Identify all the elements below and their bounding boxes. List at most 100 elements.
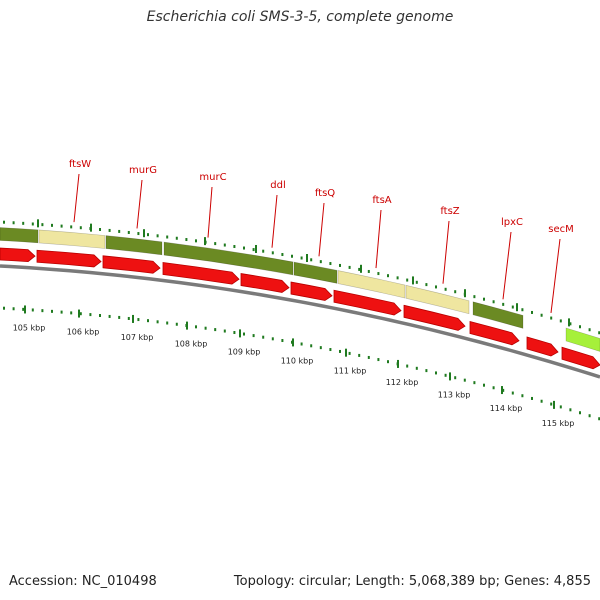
top-tick-dot	[175, 236, 178, 240]
cds-arrow	[36, 249, 102, 268]
top-tick-dot	[358, 267, 361, 271]
scale-tick-dot	[550, 402, 553, 406]
scale-tick-dot	[99, 314, 101, 317]
scale-tick-dot	[473, 381, 476, 385]
scale-tick-dot	[147, 319, 149, 323]
top-tick-major	[143, 229, 145, 238]
feature-band-segment	[105, 235, 163, 256]
top-tick-dot	[147, 233, 149, 237]
top-tick-dot	[233, 245, 236, 249]
top-tick-dot	[473, 295, 476, 299]
top-tick-dot	[252, 248, 255, 252]
scale-tick-dot	[204, 326, 207, 330]
top-tick-major	[412, 276, 414, 285]
top-tick-dot	[79, 226, 82, 230]
scale-tick-dot	[3, 306, 5, 310]
scale-tick-dot	[348, 351, 351, 355]
feature-band-segment	[472, 301, 524, 329]
top-tick-dot	[387, 274, 389, 278]
scale-tick-dot	[367, 355, 370, 359]
scale-tick-dot	[415, 366, 418, 370]
cds-arrow	[403, 304, 466, 331]
scale-label: 106 kbp	[67, 328, 100, 337]
gene-label-ftsW: ftsW	[69, 159, 91, 170]
top-tick-dot	[588, 328, 591, 332]
top-tick-major	[306, 254, 308, 263]
scale-tick-dot	[223, 329, 226, 333]
scale-tick-dot	[598, 417, 600, 421]
top-tick-dot	[454, 290, 457, 294]
top-tick-dot	[41, 223, 44, 227]
gene-leader-line	[271, 194, 278, 248]
top-tick-dot	[559, 319, 562, 323]
scale-tick-dot	[166, 321, 169, 325]
scale-label: 110 kbp	[281, 356, 314, 365]
top-tick-dot	[166, 235, 169, 239]
scale-tick-dot	[175, 322, 178, 326]
top-tick-dot	[425, 283, 428, 287]
accession-text: Accession: NC_010498	[9, 574, 157, 589]
scale-tick-dot	[118, 315, 121, 319]
scale-tick-dot	[79, 312, 82, 316]
top-tick-dot	[444, 287, 447, 291]
scale-tick-dot	[156, 320, 159, 324]
cds-track	[0, 247, 600, 370]
top-tick-major	[255, 244, 257, 253]
feature-band-segment	[38, 229, 106, 249]
top-tick-dot	[348, 265, 351, 269]
cds-arrow	[240, 273, 290, 293]
scale-tick-dot	[243, 332, 245, 336]
top-tick-dot	[435, 285, 437, 289]
scale-tick-dot	[41, 309, 44, 313]
cds-arrow	[162, 262, 240, 285]
top-tick-dot	[310, 258, 313, 262]
scale-tick-dot	[262, 335, 265, 339]
top-tick-dot	[329, 262, 332, 266]
cds-arrow	[102, 255, 161, 274]
cds-arrow	[561, 346, 600, 370]
top-tick-dot	[367, 269, 370, 273]
scale-tick-dot	[377, 358, 380, 362]
scale-tick-dot	[483, 383, 485, 387]
top-tick-dot	[521, 308, 524, 312]
top-tick-major	[90, 223, 92, 232]
scale-tick-major	[397, 359, 399, 368]
scale-tick-dot	[454, 376, 457, 380]
scale-tick-dot	[127, 316, 130, 320]
scale-tick-major	[132, 314, 134, 323]
gene-label-lpxC: lpxC	[501, 217, 523, 228]
top-tick-dot	[483, 297, 485, 301]
feature-band-segment	[337, 270, 406, 299]
scale-tick-major	[292, 338, 294, 347]
top-tick-major	[516, 303, 518, 312]
scale-label: 109 kbp	[228, 347, 261, 356]
scale-tick-dot	[22, 307, 25, 311]
top-tick-dot	[51, 223, 53, 227]
scale-tick-dot	[579, 411, 581, 415]
feature-band-segment	[0, 227, 39, 244]
top-tick-dot	[108, 228, 111, 232]
gene-label-ftsZ: ftsZ	[440, 206, 459, 217]
scale-tick-dot	[559, 405, 562, 409]
scale-label: 115 kbp	[542, 419, 575, 428]
top-tick-dot	[300, 256, 303, 260]
scale-tick-major	[553, 400, 555, 409]
gene-label-ddl: ddl	[270, 180, 285, 191]
scale-tick-dot	[425, 369, 428, 373]
gene-leader-line	[73, 173, 80, 223]
top-tick-dot	[569, 322, 572, 326]
scale-label: 113 kbp	[438, 390, 471, 399]
scale-tick-dot	[12, 307, 15, 311]
gene-leader-line	[442, 220, 450, 284]
top-tick-dot	[223, 243, 226, 247]
scale-tick-dot	[329, 348, 332, 352]
scale-label: 114 kbp	[490, 404, 523, 413]
top-tick-dot	[262, 249, 265, 253]
scale-tick-dot	[463, 378, 466, 382]
scale-tick-dot	[300, 342, 303, 346]
scale-label: 111 kbp	[334, 367, 367, 376]
feature-band-segment	[565, 327, 600, 352]
gene-leader-line	[375, 209, 382, 269]
top-tick-dot	[60, 224, 63, 228]
